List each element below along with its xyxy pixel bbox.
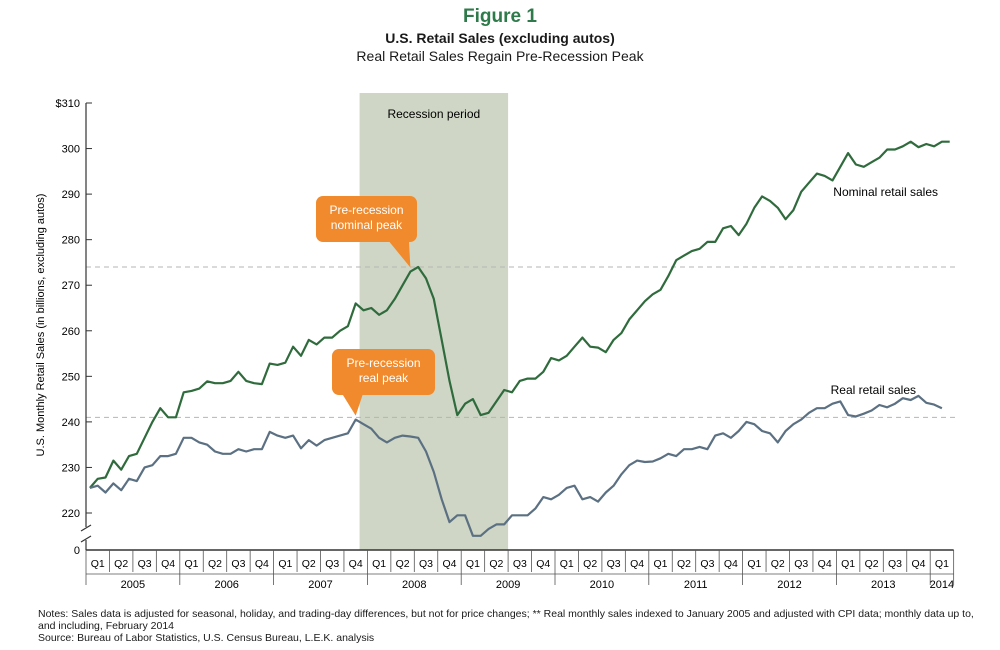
- quarter-label: Q2: [396, 558, 410, 570]
- year-label: 2007: [308, 579, 332, 591]
- year-label: 2012: [777, 579, 801, 591]
- recession-label: Recession period: [387, 107, 480, 121]
- y-tick-label: 290: [62, 189, 80, 201]
- quarter-label: Q4: [536, 558, 550, 570]
- y-tick-label: 230: [62, 462, 80, 474]
- callout-text: Pre-recession: [329, 203, 403, 217]
- quarter-label: Q3: [700, 558, 714, 570]
- quarter-label: Q4: [911, 558, 925, 570]
- y-zero-label: 0: [74, 545, 80, 557]
- quarter-label: Q3: [231, 558, 245, 570]
- quarter-label: Q4: [161, 558, 175, 570]
- quarter-label: Q1: [841, 558, 855, 570]
- y-tick-label: 270: [62, 280, 80, 292]
- y-tick-label: 250: [62, 371, 80, 383]
- source-text: Source: Bureau of Labor Statistics, U.S.…: [38, 632, 375, 644]
- quarter-label: Q4: [255, 558, 269, 570]
- quarter-label: Q3: [794, 558, 808, 570]
- quarter-label: Q1: [466, 558, 480, 570]
- quarter-label: Q3: [419, 558, 433, 570]
- axis-break-mark: [80, 524, 92, 532]
- quarter-label: Q2: [583, 558, 597, 570]
- series-lines: [89, 140, 950, 537]
- quarter-label: Q2: [677, 558, 691, 570]
- year-label: 2013: [871, 579, 895, 591]
- quarter-label: Q1: [372, 558, 386, 570]
- year-label: 2008: [402, 579, 426, 591]
- series-label-nominal: Nominal retail sales: [833, 185, 938, 199]
- chart-subtitle: Real Retail Sales Regain Pre-Recession P…: [356, 48, 644, 64]
- quarter-label: Q2: [114, 558, 128, 570]
- quarter-label: Q4: [724, 558, 738, 570]
- y-axis-label: U.S. Monthly Retail Sales (in billions, …: [35, 194, 47, 457]
- callout-box: [332, 349, 435, 395]
- quarter-label: Q4: [349, 558, 363, 570]
- reference-lines: [86, 266, 955, 418]
- series-label-real: Real retail sales: [831, 383, 916, 397]
- y-tick-label: 280: [62, 235, 80, 247]
- callout-text: Pre-recession: [346, 356, 420, 370]
- quarter-label: Q4: [630, 558, 644, 570]
- quarter-label: Q1: [185, 558, 199, 570]
- quarter-label: Q1: [747, 558, 761, 570]
- year-label: 2005: [121, 579, 145, 591]
- callout-box: [316, 196, 417, 242]
- axis-break-mark: [80, 535, 92, 543]
- recession-rect: [359, 93, 509, 550]
- quarter-label: Q1: [654, 558, 668, 570]
- year-label: 2009: [496, 579, 520, 591]
- quarter-label: Q4: [442, 558, 456, 570]
- real-sales-line: [89, 394, 943, 537]
- quarter-label: Q2: [208, 558, 222, 570]
- quarter-label: Q1: [278, 558, 292, 570]
- notes-text: Notes: Sales data is adjusted for season…: [38, 608, 974, 632]
- year-label: 2014: [930, 579, 954, 591]
- quarter-label: Q2: [771, 558, 785, 570]
- recession-band: Recession period: [359, 93, 509, 550]
- nominal-sales-line: [89, 140, 950, 489]
- quarter-label: Q1: [91, 558, 105, 570]
- quarter-label: Q4: [818, 558, 832, 570]
- year-label: 2006: [214, 579, 238, 591]
- year-label: 2010: [590, 579, 614, 591]
- y-tick-label: 260: [62, 326, 80, 338]
- quarter-label: Q3: [513, 558, 527, 570]
- y-axis: $310 300 290 280 270 260 250 240 230 220 0: [56, 98, 92, 557]
- quarter-label: Q3: [325, 558, 339, 570]
- quarter-label: Q3: [888, 558, 902, 570]
- callout-pointer: [388, 241, 411, 268]
- y-tick-label: 220: [62, 508, 80, 520]
- y-tick-label: $310: [56, 98, 80, 110]
- quarter-label: Q2: [489, 558, 503, 570]
- x-axis: Q1 Q2 Q3 Q4 Q1 Q2 Q3 Q4 Q1 Q2 Q3 Q4 Q1 Q2 Q3 Q4 Q1 Q2 Q3 Q4…: [85, 549, 954, 591]
- chart-title: U.S. Retail Sales (excluding autos): [385, 30, 615, 46]
- quarter-label: Q1: [935, 558, 949, 570]
- callout-text: nominal peak: [331, 218, 403, 232]
- quarter-label: Q1: [560, 558, 574, 570]
- notes: Notes: Sales data is adjusted for season…: [38, 608, 978, 644]
- callout-text: real peak: [359, 371, 409, 385]
- y-tick-label: 300: [62, 144, 80, 156]
- year-label: 2011: [684, 579, 708, 591]
- quarter-label: Q3: [607, 558, 621, 570]
- callout-pointer: [342, 394, 363, 416]
- y-tick-label: 240: [62, 417, 80, 429]
- figure-label: Figure 1: [463, 6, 537, 27]
- quarter-label: Q2: [302, 558, 316, 570]
- quarter-label: Q2: [865, 558, 879, 570]
- series-labels: Nominal retail sales Real retail sales: [831, 185, 938, 397]
- quarter-label: Q3: [138, 558, 152, 570]
